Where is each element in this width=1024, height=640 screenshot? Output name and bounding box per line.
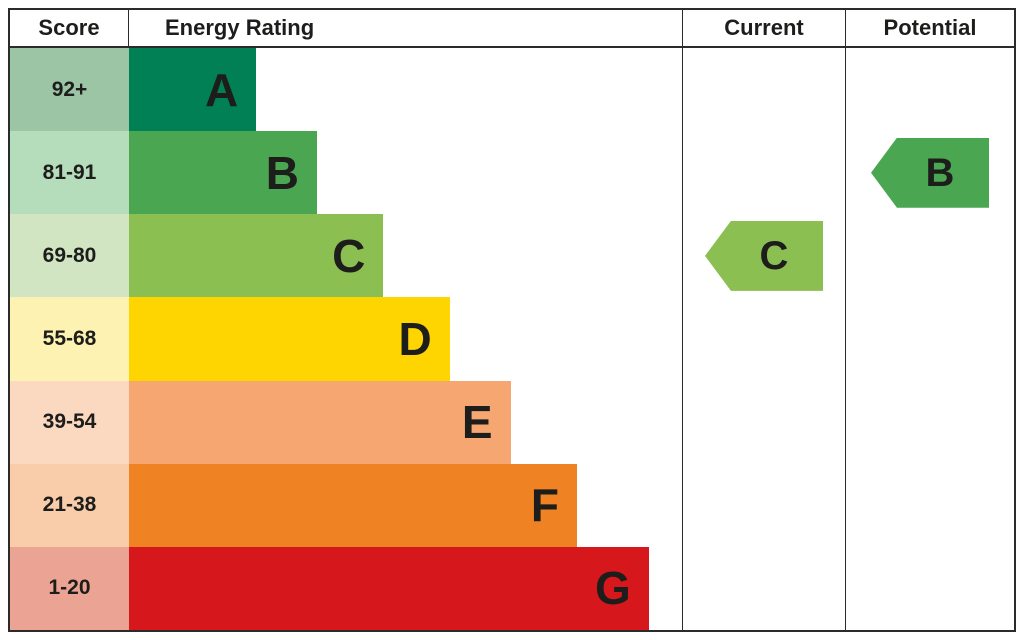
potential-header: Potential — [845, 10, 1014, 46]
rating-bar-cell: C — [129, 214, 682, 298]
rating-bar-A: A — [129, 48, 257, 132]
header-row: Score Energy Rating Current Potential — [10, 10, 1014, 48]
band-letter: C — [332, 229, 366, 282]
score-range-label: 21-38 — [10, 463, 129, 547]
current-cell — [682, 48, 845, 132]
rating-bar-F: F — [129, 463, 577, 547]
potential-rating-arrow: B — [871, 137, 989, 208]
rating-bar-cell: G — [129, 546, 682, 630]
band-letter: F — [530, 479, 559, 532]
epc-band-row: 55-68 D — [10, 297, 1014, 381]
score-range-label: 92+ — [10, 48, 129, 132]
current-cell — [682, 546, 845, 630]
rating-bar-cell: D — [129, 297, 682, 381]
potential-cell — [845, 214, 1014, 298]
score-range-label: 39-54 — [10, 380, 129, 464]
current-cell — [682, 463, 845, 547]
band-letter: D — [398, 312, 432, 365]
band-letter: B — [265, 146, 300, 199]
epc-band-row: 39-54 E — [10, 380, 1014, 464]
score-range-label: 1-20 — [10, 546, 129, 630]
band-letter: A — [204, 63, 239, 116]
score-range-label: 69-80 — [10, 214, 129, 298]
rating-bar-E: E — [129, 380, 511, 464]
current-cell — [682, 380, 845, 464]
energy-rating-header: Energy Rating — [165, 15, 315, 40]
epc-chart: Score Energy Rating Current Potential 92… — [8, 8, 1016, 632]
potential-cell — [845, 546, 1014, 630]
potential-cell: B — [845, 131, 1014, 215]
rating-bar-D: D — [129, 297, 450, 381]
potential-cell — [845, 48, 1014, 132]
rating-bar-G: G — [129, 546, 649, 630]
potential-rating-letter: B — [925, 150, 955, 195]
rating-bar-cell: E — [129, 380, 682, 464]
rating-bar-C: C — [129, 214, 384, 298]
rating-bar-cell: F — [129, 463, 682, 547]
potential-cell — [845, 297, 1014, 381]
current-cell — [682, 131, 845, 215]
score-range-label: 55-68 — [10, 297, 129, 381]
rating-bar-B: B — [129, 131, 318, 215]
current-cell: C — [682, 214, 845, 298]
current-header: Current — [682, 10, 845, 46]
epc-band-row: 81-91 B B — [10, 131, 1014, 215]
epc-band-row: 92+ A — [10, 48, 1014, 132]
potential-cell — [845, 463, 1014, 547]
current-rating-letter: C — [759, 233, 789, 278]
current-cell — [682, 297, 845, 381]
rating-bar-cell: B — [129, 131, 682, 215]
band-letter: E — [461, 396, 493, 449]
score-header: Score — [10, 10, 129, 46]
score-range-label: 81-91 — [10, 131, 129, 215]
current-rating-arrow: C — [705, 220, 823, 291]
epc-band-row: 69-80 C C — [10, 214, 1014, 298]
bands-body: 92+ A 81-91 B — [10, 48, 1014, 630]
epc-band-row: 1-20 G — [10, 546, 1014, 630]
epc-band-row: 21-38 F — [10, 463, 1014, 547]
potential-cell — [845, 380, 1014, 464]
rating-bar-cell: A — [129, 48, 682, 132]
band-letter: G — [595, 562, 631, 615]
